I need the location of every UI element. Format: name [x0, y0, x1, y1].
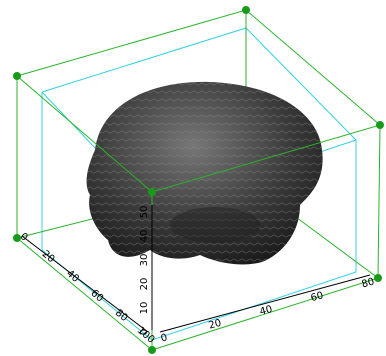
left-tick-label: 40 — [64, 268, 81, 285]
left-tick-label: 100 — [135, 325, 157, 346]
right-tick-label: 80 — [361, 277, 376, 291]
vertical-tick-label: 30 — [139, 254, 150, 267]
right-axis — [159, 274, 371, 333]
right-tick-label: 0 — [160, 332, 169, 344]
vertical-tick-label: 50 — [139, 206, 150, 219]
right-tick-label: 20 — [208, 318, 223, 332]
left-axis — [21, 235, 149, 333]
vertical-tick-label: 40 — [139, 230, 150, 243]
vertical-tick-label: 0 — [139, 329, 150, 335]
vertical-tick-label: 10 — [139, 302, 150, 315]
right-tick-label: 60 — [310, 290, 325, 304]
right-tick-label: 40 — [259, 304, 274, 318]
head-texture — [86, 81, 323, 265]
vertical-tick-label: 20 — [139, 278, 150, 291]
head-render — [86, 81, 323, 265]
face-shadow — [170, 207, 260, 243]
left-tick-label: 0 — [18, 231, 30, 244]
